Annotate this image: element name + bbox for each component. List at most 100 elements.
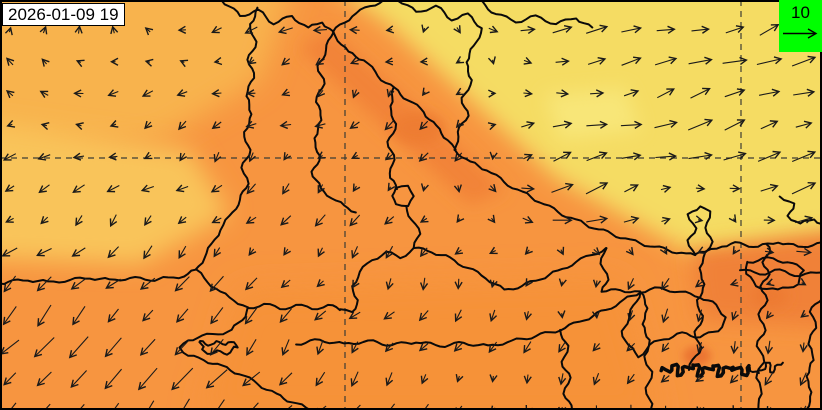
wind-arrow <box>729 374 739 384</box>
wind-arrow <box>654 56 678 66</box>
wind-arrow <box>488 341 498 354</box>
wind-arrow <box>72 404 85 410</box>
wind-arrow <box>521 184 536 193</box>
wind-arrow <box>281 57 291 66</box>
wind-arrow <box>418 152 429 162</box>
wind-arrow <box>176 89 188 97</box>
wind-arrow <box>384 216 395 225</box>
wind-arrow <box>489 374 498 383</box>
wind-arrow <box>75 59 85 68</box>
wind-arrow <box>795 215 814 224</box>
wind-arrow <box>585 182 609 195</box>
wind-arrow <box>387 182 396 192</box>
wind-arrow <box>247 56 257 65</box>
wind-arrow <box>178 245 187 259</box>
wind-arrow <box>277 26 293 35</box>
wind-arrow <box>591 310 601 320</box>
wind-arrow <box>33 337 55 358</box>
wind-arrow <box>523 89 534 98</box>
wind-arrow <box>419 247 428 258</box>
wind-speed-legend: 10 <box>779 0 822 52</box>
wind-arrow <box>799 372 808 387</box>
wind-arrow <box>178 120 187 131</box>
wind-arrow <box>279 120 292 130</box>
wind-arrow <box>280 215 292 226</box>
wind-arrow <box>141 89 154 97</box>
wind-arrow <box>216 399 225 410</box>
wind-arrow <box>143 245 153 260</box>
wind-arrow <box>764 372 774 386</box>
wind-arrow <box>37 152 51 161</box>
wind-arrow <box>278 404 293 410</box>
wind-arrow <box>523 56 533 65</box>
wind-arrow <box>659 246 668 255</box>
wind-arrow <box>244 277 258 291</box>
wind-arrow <box>623 89 640 97</box>
wind-arrow <box>696 342 705 354</box>
wind-arrow <box>722 56 748 66</box>
boundary-path <box>198 340 239 356</box>
wind-arrow <box>661 277 670 291</box>
wind-arrow <box>104 368 123 390</box>
wind-arrow <box>350 371 359 388</box>
wind-arrow <box>488 246 498 255</box>
wind-arrow <box>524 246 533 255</box>
wind-arrow <box>174 339 190 356</box>
wind-arrow <box>756 56 783 66</box>
wind-arrow <box>419 277 429 291</box>
wind-arrow <box>661 342 670 353</box>
wind-arrow <box>660 184 672 193</box>
wind-arrow <box>5 90 15 99</box>
wind-arrow <box>175 184 189 193</box>
wind-arrow <box>245 120 257 129</box>
wind-arrow <box>246 183 257 195</box>
wind-arrow <box>209 275 224 293</box>
wind-arrow <box>626 373 635 385</box>
wind-arrow <box>179 59 189 68</box>
wind-arrow <box>248 247 257 256</box>
wind-arrow <box>177 216 187 225</box>
wind-arrow <box>348 311 361 320</box>
wind-arrow <box>36 248 52 257</box>
wind-arrow <box>590 89 605 98</box>
wind-arrow <box>205 369 228 389</box>
wind-arrow <box>109 214 118 228</box>
wind-arrow <box>795 120 813 129</box>
wind-arrow <box>626 343 636 352</box>
wind-arrow <box>39 25 48 35</box>
wind-arrow <box>558 278 567 288</box>
wind-arrow <box>791 55 817 67</box>
wind-arrow <box>557 310 566 319</box>
boundary-path <box>659 362 751 379</box>
wind-arrow <box>591 247 601 256</box>
wind-arrow <box>758 88 781 97</box>
boundary-path <box>295 291 642 348</box>
wind-arrow <box>694 279 705 288</box>
wind-arrow <box>4 184 15 192</box>
wind-arrow <box>210 184 223 193</box>
wind-arrow <box>4 26 13 36</box>
wind-arrow <box>729 278 739 287</box>
wind-arrow <box>5 57 15 66</box>
wind-arrow <box>144 58 154 67</box>
wind-arrow <box>108 152 118 161</box>
wind-arrow <box>351 246 359 259</box>
wind-arrow <box>384 120 394 131</box>
boundary-path <box>686 205 714 256</box>
shading-blob <box>690 232 822 327</box>
wind-arrow <box>74 24 83 34</box>
wind-arrow <box>695 184 706 193</box>
wind-arrow <box>418 403 429 410</box>
wind-arrow <box>556 89 570 98</box>
wind-arrow <box>176 308 189 323</box>
wind-arrow <box>109 120 119 128</box>
wind-arrow <box>624 184 639 193</box>
wind-vectors-layer <box>0 23 817 410</box>
wind-arrow <box>72 305 86 326</box>
wind-arrow <box>455 56 465 64</box>
wind-arrow <box>586 151 608 162</box>
boundary-path <box>0 6 259 285</box>
boundary-path <box>559 328 574 410</box>
